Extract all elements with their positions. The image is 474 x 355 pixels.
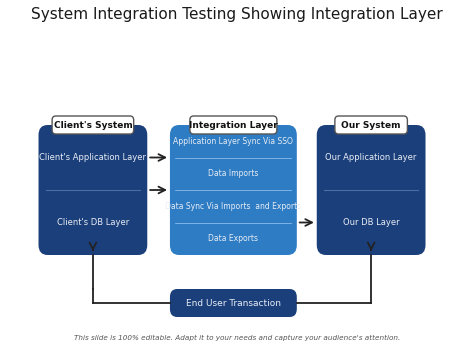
FancyBboxPatch shape (170, 125, 297, 255)
Text: Our System: Our System (341, 120, 401, 130)
Text: End User Transaction: End User Transaction (186, 299, 281, 307)
Text: This slide is 100% editable. Adapt it to your needs and capture your audience's : This slide is 100% editable. Adapt it to… (74, 335, 400, 341)
FancyBboxPatch shape (317, 125, 426, 255)
Text: Application Layer Sync Via SSO: Application Layer Sync Via SSO (173, 137, 293, 146)
FancyBboxPatch shape (335, 116, 407, 134)
Text: Data Exports: Data Exports (209, 234, 258, 243)
FancyBboxPatch shape (190, 116, 277, 134)
FancyBboxPatch shape (38, 125, 147, 255)
FancyBboxPatch shape (170, 289, 297, 317)
Text: Our Application Layer: Our Application Layer (326, 153, 417, 162)
Text: Client's System: Client's System (54, 120, 132, 130)
Text: Client's Application Layer: Client's Application Layer (39, 153, 146, 162)
Text: Our DB Layer: Our DB Layer (343, 218, 400, 227)
Text: Client's DB Layer: Client's DB Layer (57, 218, 129, 227)
Text: Data Sync Via Imports  and Exports: Data Sync Via Imports and Exports (165, 202, 301, 211)
FancyBboxPatch shape (52, 116, 134, 134)
Text: Data Imports: Data Imports (208, 169, 258, 178)
Text: System Integration Testing Showing Integration Layer: System Integration Testing Showing Integ… (31, 7, 443, 22)
Text: Integration Layer: Integration Layer (189, 120, 278, 130)
